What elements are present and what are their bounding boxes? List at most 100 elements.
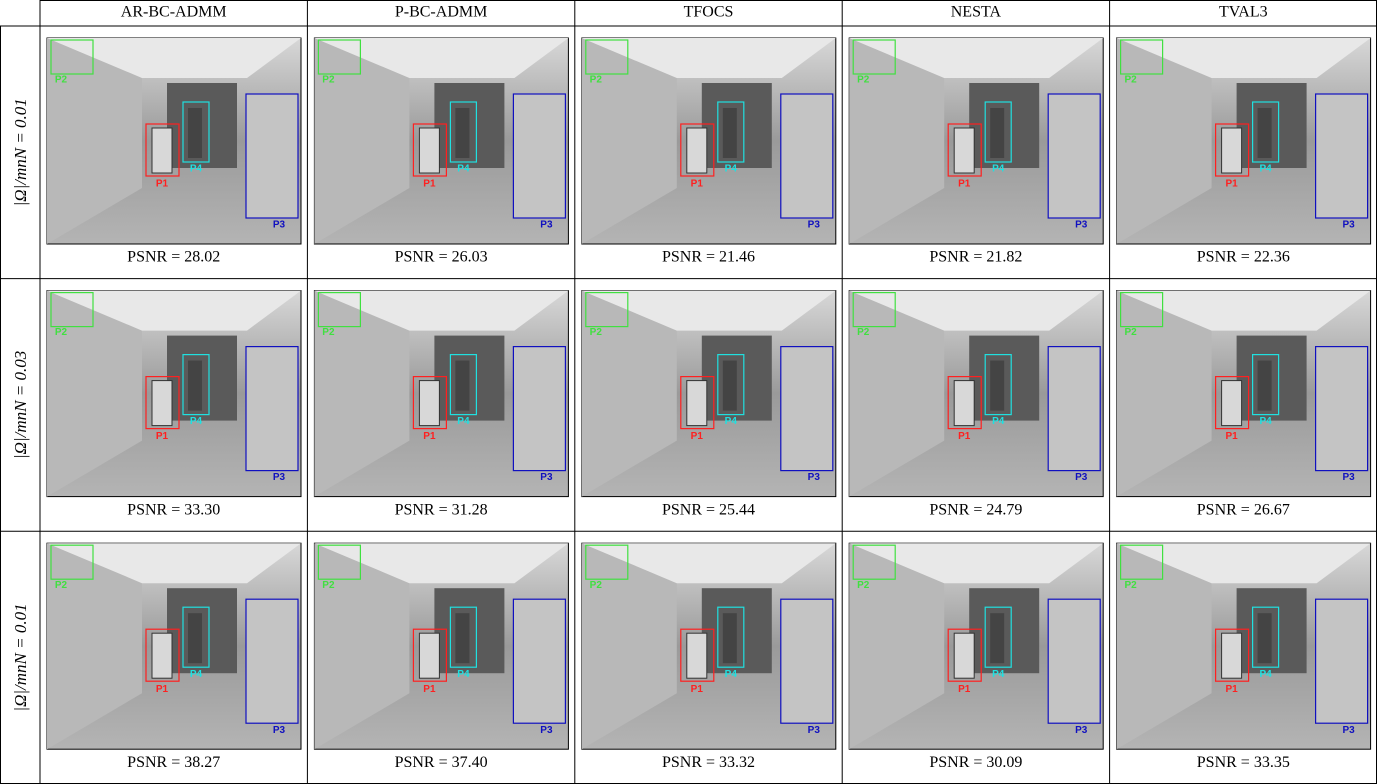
person (723, 361, 737, 411)
person (1222, 128, 1242, 173)
reconstructed-image: P1P2P3P4 (314, 38, 568, 244)
person (723, 108, 737, 158)
region-label: P2 (55, 580, 68, 591)
region-label: P4 (992, 164, 1005, 175)
region-label: P4 (1259, 416, 1272, 427)
region-label: P2 (55, 327, 68, 338)
region-label: P3 (540, 725, 553, 736)
region-label: P2 (322, 75, 335, 86)
row-label: |Ω|/mnN = 0.03 (11, 351, 30, 459)
region-label: P2 (590, 327, 603, 338)
reconstructed-image: P1P2P3P4 (47, 38, 301, 244)
person (419, 633, 439, 678)
person (188, 613, 202, 663)
person (1258, 108, 1272, 158)
person (990, 361, 1004, 411)
region-label: P4 (457, 164, 470, 175)
region-label: P2 (590, 580, 603, 591)
region-label: P4 (457, 416, 470, 427)
person (990, 108, 1004, 158)
psnr-value: PSNR = 33.30 (127, 501, 220, 518)
region-label: P1 (156, 431, 169, 442)
reconstructed-image: P1P2P3P4 (1117, 543, 1371, 749)
region-label: P2 (322, 580, 335, 591)
person (990, 613, 1004, 663)
region-label: P4 (190, 416, 203, 427)
region-label: P1 (423, 431, 436, 442)
region-label: P4 (725, 164, 738, 175)
row-label: |Ω|/mnN = 0.01 (11, 98, 30, 206)
person (152, 128, 172, 173)
region-label: P3 (1075, 220, 1088, 231)
region-label: P2 (1124, 327, 1137, 338)
psnr-value: PSNR = 31.28 (395, 501, 488, 518)
column-header: AR-BC-ADMM (121, 4, 227, 21)
region-label: P3 (1342, 472, 1355, 483)
psnr-value: PSNR = 30.09 (929, 754, 1022, 771)
person (152, 381, 172, 426)
person (455, 361, 469, 411)
psnr-value: PSNR = 21.82 (929, 249, 1022, 266)
person (1258, 361, 1272, 411)
reconstructed-image: P1 P2 P3 P4 (849, 38, 1103, 244)
person (687, 128, 707, 173)
region-label: P3 (273, 472, 286, 483)
region-label: P4 (725, 416, 738, 427)
door-panel (1048, 599, 1100, 723)
person (419, 128, 439, 173)
region-label: P1 (958, 179, 971, 190)
person (1222, 633, 1242, 678)
column-header: P-BC-ADMM (395, 4, 487, 21)
region-label: P4 (1259, 669, 1272, 680)
person (152, 633, 172, 678)
person (687, 381, 707, 426)
region-label: P3 (808, 725, 821, 736)
region-label: P4 (992, 416, 1005, 427)
psnr-value: PSNR = 26.67 (1197, 501, 1290, 518)
region-label: P4 (725, 669, 738, 680)
region-label: P3 (808, 472, 821, 483)
row-label: |Ω|/mnN = 0.01 (11, 603, 30, 711)
region-label: P2 (590, 75, 603, 86)
door-panel (1316, 94, 1368, 218)
region-label: P1 (958, 431, 971, 442)
psnr-value: PSNR = 28.02 (127, 249, 220, 266)
region-label: P2 (857, 580, 870, 591)
person (188, 361, 202, 411)
person (954, 128, 974, 173)
psnr-value: PSNR = 37.40 (395, 754, 488, 771)
door-panel (246, 599, 298, 723)
psnr-value: PSNR = 33.32 (662, 754, 755, 771)
region-label: P1 (423, 684, 436, 695)
region-label: P2 (857, 75, 870, 86)
region-label: P4 (1259, 164, 1272, 175)
region-label: P4 (457, 669, 470, 680)
reconstructed-image: P1P2P3P4 (849, 291, 1103, 497)
person (687, 633, 707, 678)
page: {"header": {"columns": ["AR-BC-ADMM", "P… (0, 0, 1377, 784)
door-panel (513, 347, 565, 471)
region-label: P3 (1342, 220, 1355, 231)
region-label: P3 (273, 725, 286, 736)
door-panel (513, 599, 565, 723)
region-label: P3 (540, 472, 553, 483)
person (419, 381, 439, 426)
person (723, 613, 737, 663)
region-label: P2 (857, 327, 870, 338)
region-label: P1 (423, 179, 436, 190)
region-label: P4 (992, 669, 1005, 680)
region-label: P1 (691, 179, 704, 190)
column-header: TFOCS (684, 4, 734, 21)
region-label: P1 (156, 684, 169, 695)
door-panel (781, 347, 833, 471)
door-panel (781, 94, 833, 218)
reconstructed-image: P1 P2 P3 P4 (314, 543, 568, 749)
region-label: P2 (1124, 580, 1137, 591)
psnr-value: PSNR = 26.03 (395, 249, 488, 266)
figure-table: AR-BC-ADMMP-BC-ADMMTFOCSNESTATVAL3|Ω|/mn… (0, 0, 1377, 784)
region-label: P1 (156, 179, 169, 190)
